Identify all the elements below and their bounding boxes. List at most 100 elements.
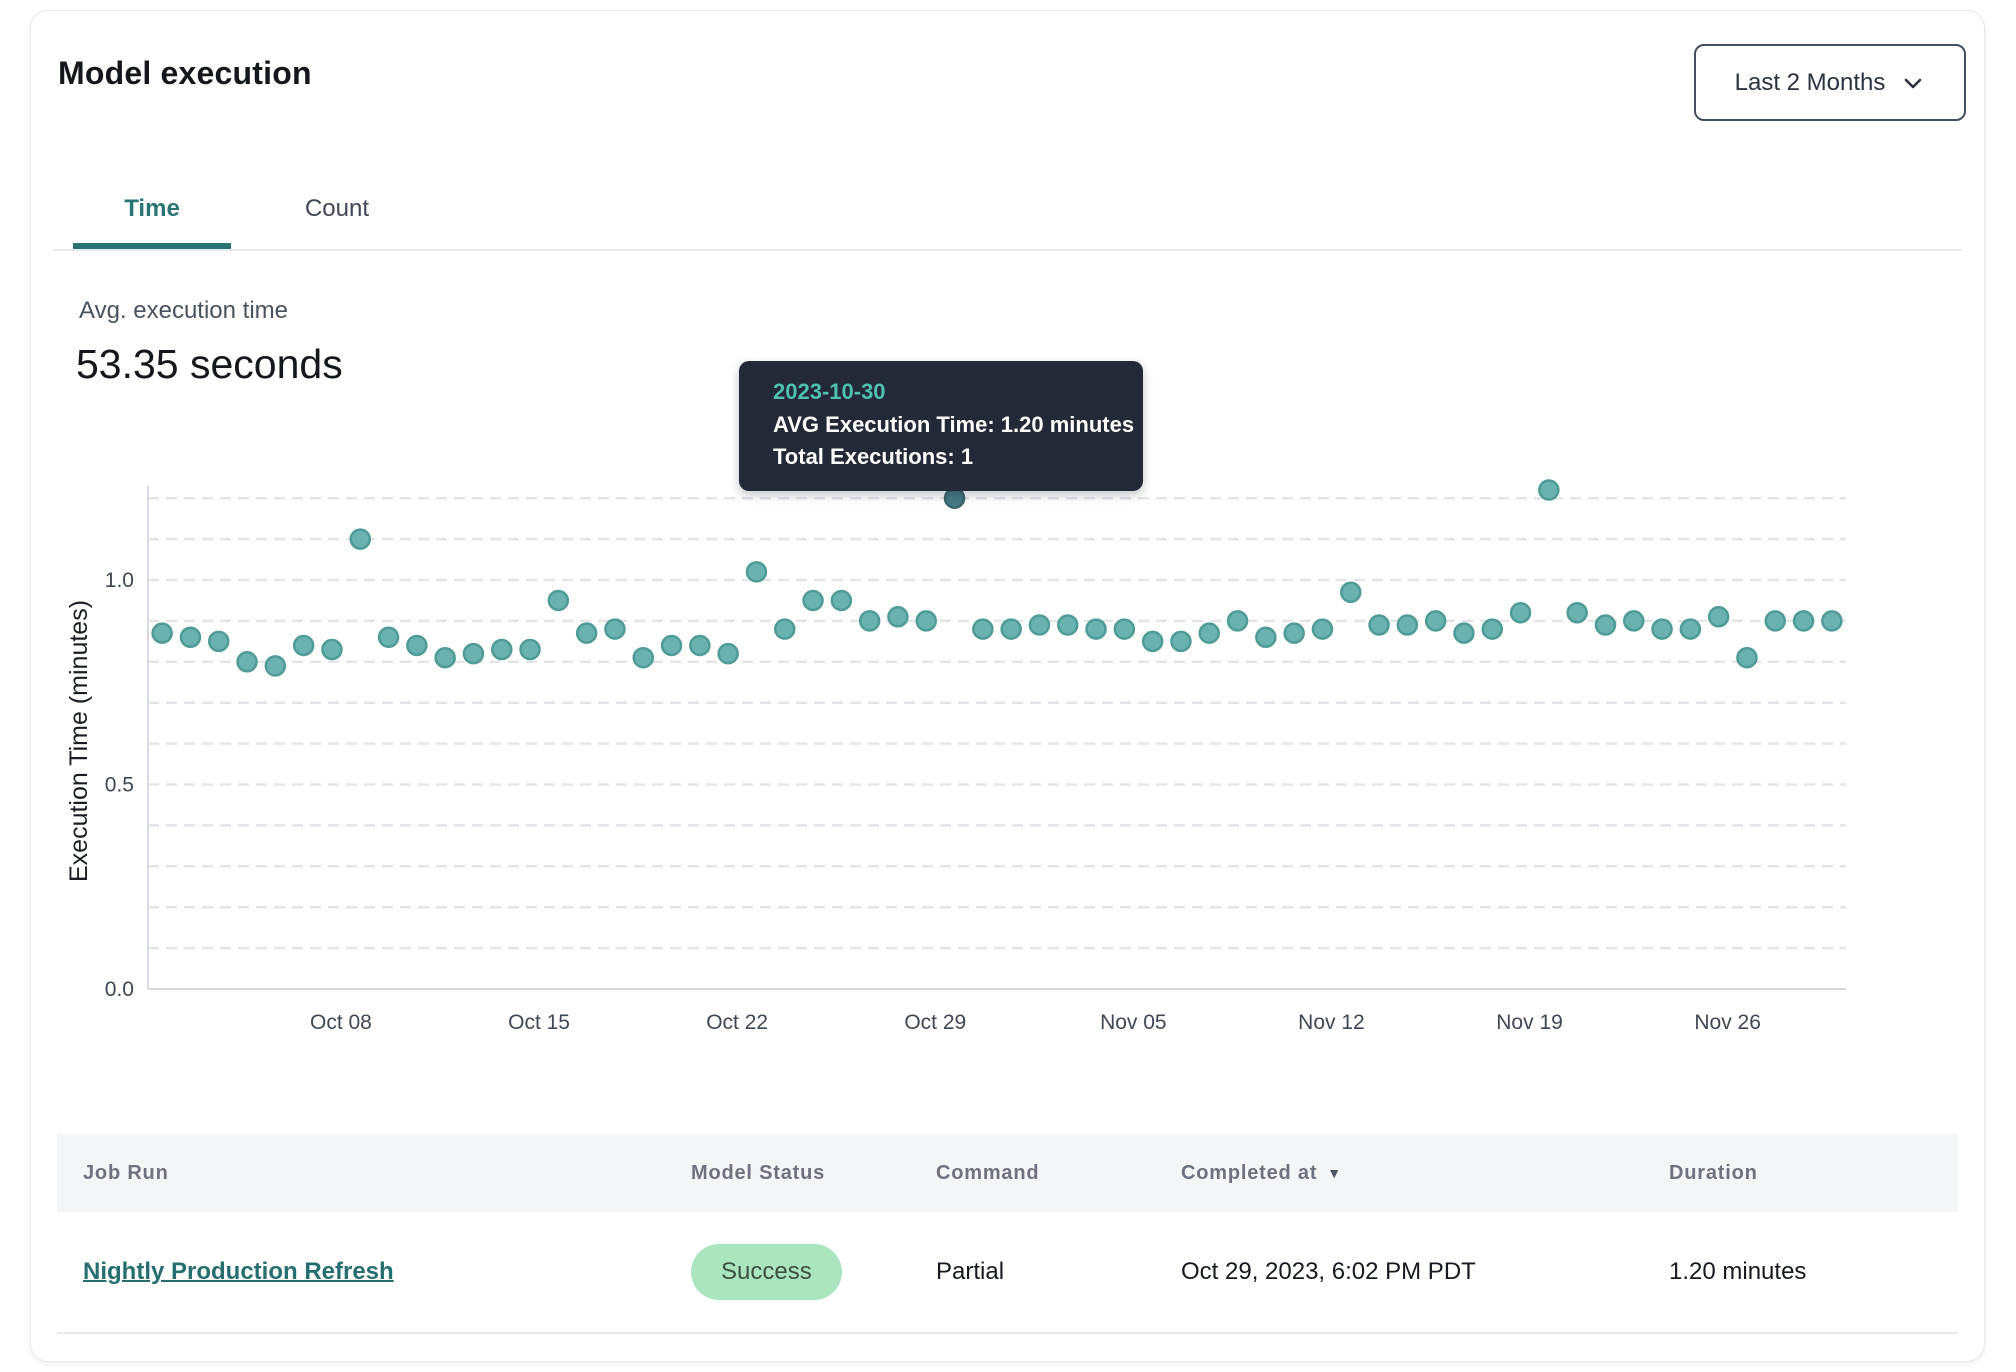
chart-tooltip: 2023-10-30 AVG Execution Time: 1.20 minu… <box>739 361 1143 491</box>
data-point[interactable] <box>349 528 371 550</box>
data-point[interactable] <box>1453 622 1475 644</box>
data-point[interactable] <box>858 610 881 632</box>
x-tick-label: Nov 05 <box>1100 1011 1167 1034</box>
date-range-label: Last 2 Months <box>1734 68 1886 96</box>
data-point[interactable] <box>774 618 796 640</box>
data-point[interactable] <box>1594 614 1617 636</box>
chart-tabs: Time Count <box>53 169 1962 251</box>
data-point[interactable] <box>802 589 824 612</box>
chevron-down-icon <box>1905 78 1922 88</box>
data-point[interactable] <box>1283 622 1305 644</box>
data-point[interactable] <box>1792 610 1815 632</box>
data-point[interactable] <box>208 630 230 653</box>
data-point[interactable] <box>462 642 485 665</box>
tooltip-date: 2023-10-30 <box>773 379 886 404</box>
tooltip-total-executions: Total Executions: 1 <box>773 444 974 469</box>
x-tick-label: Oct 08 <box>310 1011 372 1034</box>
data-point[interactable] <box>1141 630 1164 653</box>
data-point[interactable] <box>1679 618 1702 640</box>
column-header-command: Command <box>936 1161 1040 1184</box>
tab-count[interactable]: Count <box>304 195 370 222</box>
data-point[interactable] <box>292 634 315 657</box>
data-point[interactable] <box>406 634 428 657</box>
page-title: Model execution <box>58 55 312 91</box>
x-tick-label: Oct 29 <box>904 1011 966 1034</box>
data-point[interactable] <box>236 651 258 673</box>
y-tick-label: 1.0 <box>105 569 134 592</box>
data-point[interactable] <box>1340 581 1362 604</box>
data-point[interactable] <box>1028 614 1051 636</box>
data-point[interactable] <box>689 634 711 657</box>
data-point[interactable] <box>1311 618 1334 640</box>
data-point[interactable] <box>632 646 654 669</box>
data-point[interactable] <box>377 626 400 649</box>
avg-execution-time-value: 53.35 seconds <box>76 341 343 387</box>
data-point[interactable] <box>1538 479 1560 501</box>
data-point[interactable] <box>604 618 626 640</box>
status-badge: Success <box>691 1244 842 1300</box>
data-point[interactable] <box>1736 646 1758 669</box>
table-row: Nightly Production Refresh Success Parti… <box>57 1212 1958 1334</box>
data-point[interactable] <box>1481 618 1503 640</box>
sort-descending-icon: ▼ <box>1327 1165 1342 1181</box>
data-point[interactable] <box>519 638 541 661</box>
data-point[interactable] <box>717 642 739 665</box>
data-point[interactable] <box>1255 626 1277 649</box>
data-point[interactable] <box>1170 630 1192 653</box>
duration-cell: 1.20 minutes <box>1669 1258 1807 1285</box>
y-axis-label: Execution Time (minutes) <box>65 600 93 882</box>
data-point[interactable] <box>972 618 994 640</box>
data-point[interactable] <box>1821 610 1843 632</box>
data-point[interactable] <box>1707 606 1730 628</box>
chart-gridlines <box>148 496 1846 950</box>
data-point[interactable] <box>1000 618 1022 640</box>
data-point[interactable] <box>1368 614 1390 636</box>
completed-at-cell: Oct 29, 2023, 6:02 PM PDT <box>1181 1258 1476 1285</box>
chart-points <box>151 479 1843 677</box>
data-point[interactable] <box>1764 610 1786 632</box>
table-header: Job Run Model Status Command Completed a… <box>57 1134 1958 1212</box>
tab-time[interactable]: Time <box>73 169 231 249</box>
x-tick-label: Oct 22 <box>706 1011 768 1034</box>
data-point[interactable] <box>1085 618 1107 640</box>
data-point[interactable] <box>745 561 768 583</box>
job-run-link[interactable]: Nightly Production Refresh <box>83 1258 394 1285</box>
data-point[interactable] <box>434 646 456 669</box>
data-point-highlighted[interactable] <box>943 487 966 509</box>
column-header-duration: Duration <box>1669 1161 1758 1184</box>
data-point[interactable] <box>1113 618 1136 640</box>
x-tick-label: Nov 19 <box>1496 1011 1563 1034</box>
tooltip-avg-execution: AVG Execution Time: 1.20 minutes <box>773 412 1135 437</box>
data-point[interactable] <box>1198 622 1220 644</box>
avg-execution-time-label: Avg. execution time <box>79 297 289 324</box>
execution-time-chart: 0.0 0.5 1.0 Oct 08 Oct 15 Oct 22 Oct 29 Nov 05 N… <box>31 456 1984 1061</box>
data-point[interactable] <box>264 655 287 677</box>
data-point[interactable] <box>830 589 853 612</box>
data-point[interactable] <box>1651 618 1673 640</box>
data-point[interactable] <box>1509 601 1532 624</box>
data-point[interactable] <box>1226 610 1249 632</box>
y-tick-label: 0.0 <box>105 978 134 1001</box>
data-point[interactable] <box>887 606 909 628</box>
data-point[interactable] <box>547 589 570 612</box>
data-point[interactable] <box>1623 610 1645 632</box>
x-tick-label: Nov 26 <box>1694 1011 1761 1034</box>
data-point[interactable] <box>1396 614 1419 636</box>
column-header-model-status: Model Status <box>691 1161 826 1184</box>
data-point[interactable] <box>151 622 173 644</box>
date-range-dropdown[interactable]: Last 2 Months <box>1694 44 1966 121</box>
data-point[interactable] <box>915 610 937 632</box>
data-point[interactable] <box>660 634 683 657</box>
data-point[interactable] <box>1057 614 1079 636</box>
x-tick-label: Nov 12 <box>1298 1011 1365 1034</box>
data-point[interactable] <box>321 638 343 661</box>
data-point[interactable] <box>179 626 202 649</box>
y-tick-label: 0.5 <box>105 774 134 797</box>
data-point[interactable] <box>1424 610 1447 632</box>
data-point[interactable] <box>491 638 513 661</box>
column-header-completed-at[interactable]: Completed at ▼ <box>1181 1161 1342 1184</box>
data-point[interactable] <box>1566 601 1588 624</box>
data-point[interactable] <box>575 622 598 644</box>
x-tick-label: Oct 15 <box>508 1011 570 1034</box>
model-execution-card: Model execution Last 2 Months Time Count… <box>30 10 1985 1362</box>
